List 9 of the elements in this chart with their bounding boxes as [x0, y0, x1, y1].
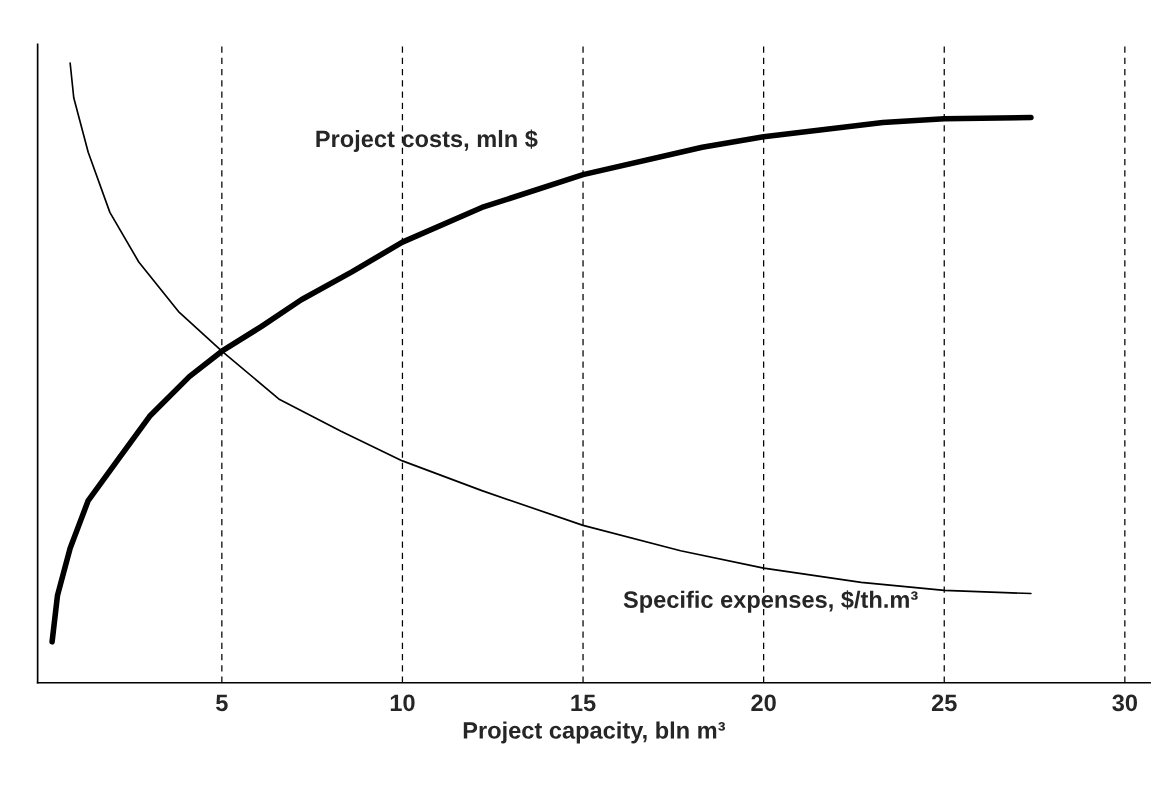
x-axis-title: Project capacity, bln m³	[463, 721, 726, 744]
x-tick-label: 10	[390, 694, 415, 712]
x-tick-label: 20	[751, 694, 776, 712]
series-label: Project costs, mln $	[316, 129, 538, 152]
x-tick-label: 5	[216, 694, 228, 712]
x-tick-label: 30	[1112, 694, 1138, 712]
series-label: Specific expenses, $/th.m³	[623, 590, 918, 613]
x-tick-label: 15	[571, 694, 596, 712]
x-tick-label: 25	[931, 694, 957, 712]
